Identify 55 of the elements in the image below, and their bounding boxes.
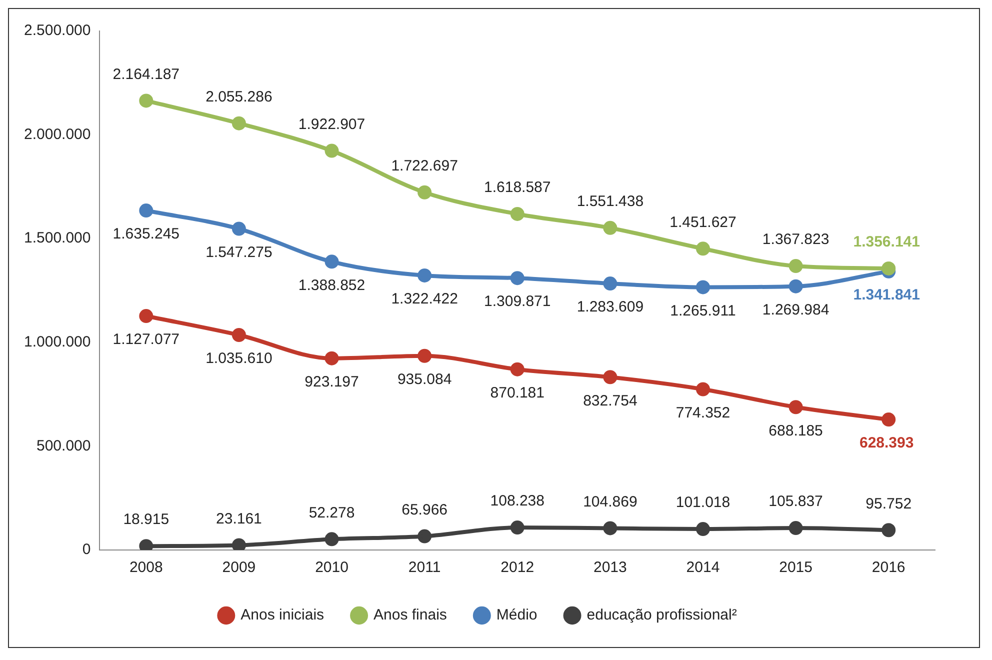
legend-label: Médio xyxy=(496,606,538,624)
x-tick-label: 2016 xyxy=(872,559,906,576)
data-label: 2.055.286 xyxy=(206,88,272,106)
x-tick-label: 2011 xyxy=(408,559,441,576)
data-label: 95.752 xyxy=(866,495,912,512)
y-tick-label: 0 xyxy=(82,541,91,558)
x-tick-label: 2010 xyxy=(315,559,348,576)
data-label: 52.278 xyxy=(308,504,355,522)
y-tick-label: 2.000.000 xyxy=(24,126,91,143)
x-tick-label: 2009 xyxy=(222,559,256,576)
data-label: 1.635.245 xyxy=(112,226,180,243)
data-label: 774.352 xyxy=(676,404,730,422)
x-tick-label: 2013 xyxy=(593,559,627,576)
data-label: 1.309.871 xyxy=(484,293,551,310)
data-label: 1.035.610 xyxy=(206,350,272,368)
data-label: 108.238 xyxy=(490,492,544,510)
y-tick-label: 2.500.000 xyxy=(24,22,91,40)
data-label: 1.618.587 xyxy=(484,179,551,196)
x-tick-label: 2012 xyxy=(500,559,534,576)
data-label: 1.322.422 xyxy=(391,290,458,308)
y-tick-label: 500.000 xyxy=(36,437,91,454)
data-label: 1.551.438 xyxy=(576,193,644,210)
x-tick-label: 2015 xyxy=(779,559,812,576)
data-label: 65.966 xyxy=(402,501,448,518)
y-tick-label: 1.000.000 xyxy=(24,334,91,351)
data-label: 1.341.841 xyxy=(853,286,920,304)
legend-label: educação profissional² xyxy=(586,606,737,624)
data-label: 105.837 xyxy=(768,493,823,510)
x-tick-label: 2008 xyxy=(129,559,163,576)
data-label: 1.451.627 xyxy=(670,214,736,231)
data-label: 1.922.907 xyxy=(298,116,366,133)
data-label: 1.127.077 xyxy=(112,331,180,348)
x-tick-label: 2014 xyxy=(686,559,720,576)
data-label: 18.915 xyxy=(123,511,170,528)
data-label: 923.197 xyxy=(304,373,359,390)
data-label: 104.869 xyxy=(583,493,638,510)
data-label: 688.185 xyxy=(768,422,823,440)
data-label: 1.367.823 xyxy=(762,231,830,248)
data-label: 2.164.187 xyxy=(112,66,180,83)
data-label: 1.722.697 xyxy=(391,158,458,175)
legend-label: Anos iniciais xyxy=(240,606,324,624)
data-label: 1.356.141 xyxy=(853,234,920,251)
data-label: 1.547.275 xyxy=(206,244,272,261)
data-label: 628.393 xyxy=(859,434,914,452)
data-label: 1.283.609 xyxy=(576,298,644,316)
data-label: 832.754 xyxy=(583,392,638,410)
data-label: 1.265.911 xyxy=(670,302,736,320)
data-label: 1.388.852 xyxy=(298,276,366,294)
y-tick-label: 1.500.000 xyxy=(24,230,91,247)
data-label: 101.018 xyxy=(676,494,730,512)
data-label: 1.269.984 xyxy=(762,301,830,318)
data-label: 935.084 xyxy=(397,371,452,388)
data-label: 23.161 xyxy=(216,510,262,528)
data-label: 870.181 xyxy=(490,384,544,402)
legend-label: Anos finais xyxy=(374,606,447,624)
